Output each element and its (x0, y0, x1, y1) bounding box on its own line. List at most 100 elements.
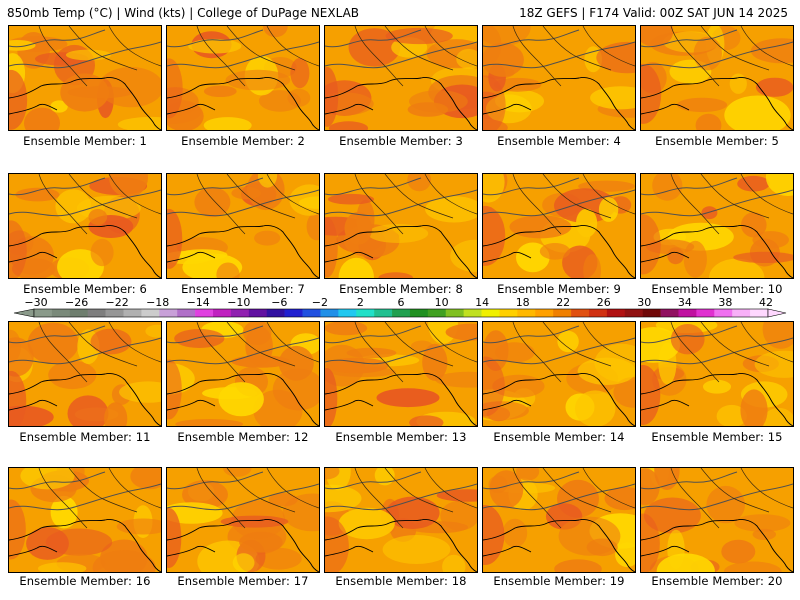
product-title: 850mb Temp (°C) | Wind (kts) | College o… (7, 6, 360, 20)
colorbar-tick-label: −14 (186, 296, 210, 309)
colorbar-segment (284, 309, 303, 317)
colorbar-high-arrow (767, 308, 787, 318)
colorbar-tick-label: 38 (718, 296, 733, 309)
ensemble-member-label: Ensemble Member: 5 (655, 134, 779, 148)
ensemble-member-label: Ensemble Member: 7 (181, 282, 305, 296)
colorbar-segment (499, 309, 518, 317)
colorbar-segment (463, 309, 482, 317)
ensemble-map-panel (324, 467, 478, 573)
temperature-field-map (483, 174, 635, 278)
temperature-field-map (9, 26, 161, 130)
colorbar-segment (750, 309, 769, 317)
ensemble-map-panel (482, 25, 636, 131)
ensemble-member-label: Ensemble Member: 10 (651, 282, 783, 296)
colorbar-low-arrow (13, 308, 35, 318)
colorbar-segment (571, 309, 590, 317)
colorbar-tick-label: 6 (397, 296, 405, 309)
temperature-field-map (167, 174, 319, 278)
ensemble-map-panel (324, 321, 478, 427)
run-valid-time: 18Z GEFS | F174 Valid: 00Z SAT JUN 14 20… (519, 6, 788, 20)
colorbar-segment (624, 309, 643, 317)
colorbar-segment (660, 309, 679, 317)
ensemble-map-panel (8, 25, 162, 131)
colorbar-tick-label: −26 (64, 296, 89, 309)
temperature-field-map (483, 26, 635, 130)
colorbar-segment (141, 309, 160, 317)
temperature-field-map (167, 322, 319, 426)
colorbar-segment (642, 309, 661, 317)
colorbar-segment (195, 309, 214, 317)
colorbar-segment (302, 309, 321, 317)
colorbar-tick-label: 14 (475, 296, 490, 309)
colorbar-segment (266, 309, 285, 317)
colorbar-tick-label: −22 (105, 296, 129, 309)
temperature-field-map (325, 468, 477, 572)
colorbar-tick-label: 2 (356, 296, 364, 309)
ensemble-member-label: Ensemble Member: 14 (493, 430, 625, 444)
colorbar-tick-label: 22 (556, 296, 571, 309)
ensemble-map-panel (482, 467, 636, 573)
ensemble-map-panel (166, 321, 320, 427)
colorbar-segment (230, 309, 250, 317)
colorbar-segment (553, 309, 572, 317)
ensemble-map-panel (166, 25, 320, 131)
colorbar-tick-label: −18 (146, 296, 170, 309)
temperature-field-map (167, 468, 319, 572)
colorbar-segment (588, 309, 608, 317)
temperature-field-map (325, 174, 477, 278)
colorbar-segment (320, 309, 339, 317)
colorbar-segment (213, 309, 232, 317)
colorbar-tick-label: 26 (596, 296, 611, 309)
ensemble-map-panel (166, 173, 320, 279)
colorbar-segment (105, 309, 124, 317)
ensemble-member-label: Ensemble Member: 20 (651, 574, 783, 588)
temperature-field-map (325, 26, 477, 130)
ensemble-map-panel (324, 173, 478, 279)
ensemble-member-label: Ensemble Member: 4 (497, 134, 621, 148)
ensemble-member-label: Ensemble Member: 11 (19, 430, 151, 444)
ensemble-map-panel (8, 173, 162, 279)
colorbar-segment (606, 309, 626, 317)
ensemble-map-panel (8, 321, 162, 427)
colorbar-segment (696, 309, 715, 317)
ensemble-member-label: Ensemble Member: 18 (335, 574, 467, 588)
colorbar-segment (427, 309, 447, 317)
ensemble-map-panel (166, 467, 320, 573)
ensemble-map-panel (640, 25, 794, 131)
ensemble-member-label: Ensemble Member: 6 (23, 282, 147, 296)
colorbar-segment (445, 309, 464, 317)
ensemble-member-label: Ensemble Member: 17 (177, 574, 309, 588)
ensemble-map-panel (324, 25, 478, 131)
ensemble-map-panel (640, 173, 794, 279)
colorbar-segment (374, 309, 393, 317)
temperature-field-map (641, 468, 793, 572)
colorbar-segment (392, 309, 411, 317)
colorbar-segment (356, 309, 375, 317)
colorbar-segment (517, 309, 536, 317)
temperature-field-map (9, 322, 161, 426)
colorbar-segment (338, 309, 357, 317)
colorbar-tick-label: 42 (759, 296, 773, 309)
header: 850mb Temp (°C) | Wind (kts) | College o… (0, 0, 800, 22)
colorbar-tick-label: −10 (227, 296, 251, 309)
colorbar-segment (87, 309, 106, 317)
ensemble-member-label: Ensemble Member: 16 (19, 574, 151, 588)
temperature-field-map (641, 174, 793, 278)
colorbar-segment (34, 309, 53, 317)
colorbar-tick-label: 10 (434, 296, 449, 309)
colorbar-segment (123, 309, 142, 317)
ensemble-map-panel (640, 467, 794, 573)
ensemble-map-panel (8, 467, 162, 573)
temperature-field-map (483, 322, 635, 426)
ensemble-member-label: Ensemble Member: 15 (651, 430, 783, 444)
colorbar-tick-label: 34 (677, 296, 692, 309)
colorbar-segment (177, 309, 196, 317)
colorbar-segment (69, 309, 88, 317)
colorbar-tick-label: −30 (24, 296, 48, 309)
colorbar-tick-label: −2 (311, 296, 328, 309)
temperature-field-map (483, 468, 635, 572)
colorbar-segment (714, 309, 733, 317)
temperature-field-map (325, 322, 477, 426)
temperature-field-map (641, 26, 793, 130)
temperature-field-map (167, 26, 319, 130)
